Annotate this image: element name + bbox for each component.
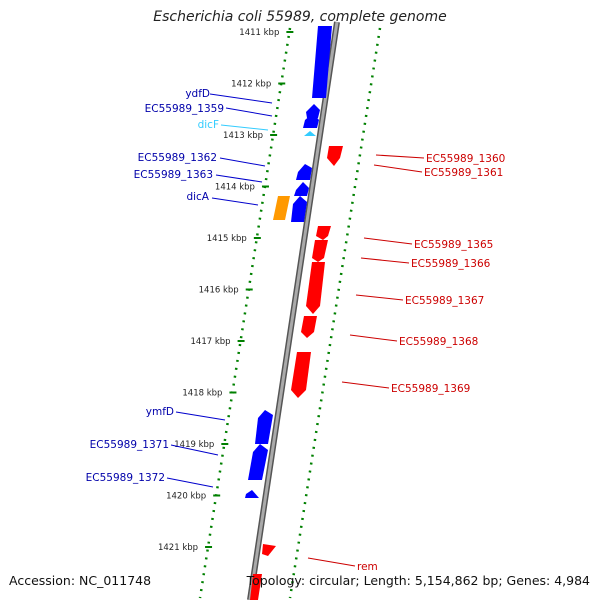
label-ydfd: ydfD [185, 88, 210, 100]
label-ec55989-1362: EC55989_1362 [138, 152, 217, 164]
gene-ec55989-1371-arrow[interactable] [248, 444, 268, 480]
label-ec55989-1361: EC55989_1361 [424, 167, 503, 179]
gene-dicf-arrow[interactable] [304, 131, 316, 136]
kbp-tick-label: 1415 kbp [207, 234, 247, 244]
gene-ec55989-1368-arrow[interactable] [301, 316, 317, 338]
kbp-tick-label: 1412 kbp [231, 80, 271, 90]
kbp-tick-label: 1413 kbp [223, 131, 263, 141]
gene-ec55989-1360-arrow[interactable] [327, 146, 343, 166]
gene-ec55989-1359-arrow[interactable] [306, 104, 320, 118]
gene-dica-arrow[interactable] [273, 196, 290, 220]
inner-tick-track [198, 27, 292, 599]
gene-dica-partner-arrow[interactable] [291, 196, 307, 222]
gene-bottom-red-arrow[interactable] [250, 574, 262, 600]
kbp-tick-label: 1420 kbp [166, 492, 206, 502]
label-ec55989-1363: EC55989_1363 [134, 169, 213, 181]
left-gene-labels: ydfD EC55989_1359 dicF EC55989_1362 EC55… [86, 88, 224, 484]
gene-rem-arrow[interactable] [262, 544, 276, 556]
backbone [247, 21, 340, 600]
gene-ec55989-1362-arrow[interactable] [296, 164, 312, 180]
kbp-tick-label: 1418 kbp [182, 389, 222, 399]
outer-tick-track [288, 27, 382, 599]
label-ec55989-1368: EC55989_1368 [399, 336, 478, 348]
label-rem: rem [357, 561, 378, 573]
label-ec55989-1360: EC55989_1360 [426, 153, 505, 165]
gene-ydfd-arrow[interactable] [312, 26, 332, 98]
accession-label: Accession: NC_011748 [9, 573, 152, 588]
label-leaders [166, 93, 425, 567]
kbp-ticks: 1411 kbp 1412 kbp 1413 kbp 1414 kbp 1415 kbp… [158, 28, 294, 553]
gene-ec55989-1369-arrow[interactable] [291, 352, 311, 398]
label-dica: dicA [186, 191, 209, 203]
label-ec55989-1371: EC55989_1371 [90, 439, 169, 451]
kbp-tick-label: 1417 kbp [191, 337, 231, 347]
label-ymfd: ymfD [146, 406, 174, 418]
gene-ec55989-1372-arrow[interactable] [245, 490, 259, 498]
gene-ec55989-1359b-arrow[interactable] [303, 113, 319, 128]
gene-ec55989-1365-arrow[interactable] [316, 226, 331, 240]
right-gene-labels: EC55989_1360 EC55989_1361 EC55989_1365 E… [357, 153, 505, 573]
label-ec55989-1367: EC55989_1367 [405, 295, 484, 307]
label-ec55989-1359: EC55989_1359 [145, 103, 224, 115]
gene-ec55989-1366-arrow[interactable] [312, 240, 328, 262]
kbp-tick-label: 1414 kbp [215, 183, 255, 193]
kbp-tick-label: 1421 kbp [158, 543, 198, 553]
gene-ec55989-1367-arrow[interactable] [306, 262, 325, 314]
label-ec55989-1365: EC55989_1365 [414, 239, 493, 251]
label-ec55989-1372: EC55989_1372 [86, 472, 165, 484]
kbp-tick-label: 1419 kbp [174, 440, 214, 450]
genome-info-label: Topology: circular; Length: 5,154,862 bp… [246, 573, 590, 588]
label-ec55989-1366: EC55989_1366 [411, 258, 491, 270]
label-dicf: dicF [198, 119, 219, 131]
kbp-tick-label: 1411 kbp [239, 28, 279, 38]
map-title: Escherichia coli 55989, complete genome [153, 9, 447, 25]
gene-features [245, 26, 343, 600]
gene-ec55989-1363-arrow[interactable] [294, 182, 309, 196]
gene-ymfd-arrow[interactable] [255, 410, 273, 444]
kbp-tick-label: 1416 kbp [199, 286, 239, 296]
label-ec55989-1369: EC55989_1369 [391, 383, 470, 395]
